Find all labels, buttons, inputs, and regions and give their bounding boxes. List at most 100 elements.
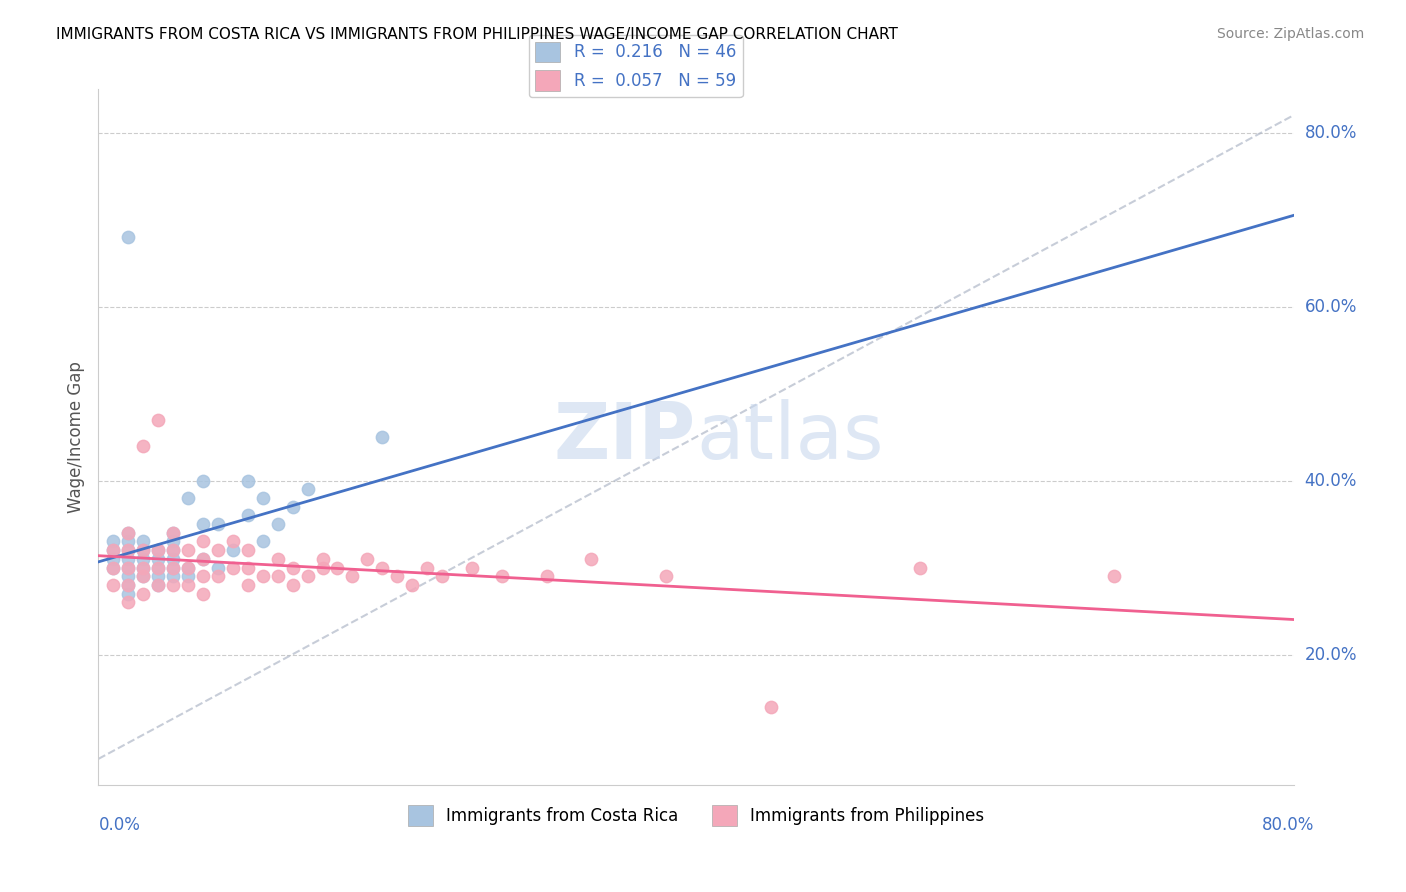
Point (236, 578, 259, 592)
Text: IMMIGRANTS FROM COSTA RICA VS IMMIGRANTS FROM PHILIPPINES WAGE/INCOME GAP CORREL: IMMIGRANTS FROM COSTA RICA VS IMMIGRANTS… (56, 27, 898, 42)
Point (103, 560, 125, 574)
Point (236, 560, 259, 574)
Text: atlas: atlas (696, 399, 883, 475)
Point (267, 569, 290, 583)
Point (177, 569, 200, 583)
Point (148, 412, 170, 426)
Point (356, 551, 378, 566)
Point (117, 534, 139, 549)
Y-axis label: Wage/Income Gap: Wage/Income Gap (66, 361, 84, 513)
Point (132, 543, 155, 558)
Point (148, 578, 170, 592)
Point (191, 551, 214, 566)
Point (162, 578, 184, 592)
Point (908, 560, 931, 574)
Point (655, 569, 678, 583)
Point (191, 569, 214, 583)
Point (311, 551, 333, 566)
Point (162, 525, 184, 540)
Point (297, 569, 319, 583)
Point (1104, 569, 1126, 583)
Point (191, 551, 214, 566)
Text: Source: ZipAtlas.com: Source: ZipAtlas.com (1216, 27, 1364, 41)
Point (117, 230, 139, 244)
Text: 0.0%: 0.0% (98, 816, 141, 834)
Point (385, 569, 409, 583)
Point (267, 551, 290, 566)
Point (267, 516, 290, 531)
Point (461, 560, 484, 574)
Point (297, 482, 319, 496)
Point (191, 534, 214, 549)
Point (536, 569, 558, 583)
Point (148, 578, 170, 592)
Point (148, 569, 170, 583)
Point (281, 500, 304, 514)
Point (132, 560, 155, 574)
Point (132, 587, 155, 601)
Point (132, 569, 155, 583)
Point (252, 491, 274, 505)
Text: 80.0%: 80.0% (1305, 124, 1357, 142)
Point (222, 543, 245, 558)
Point (132, 534, 155, 549)
Point (162, 534, 184, 549)
Point (132, 569, 155, 583)
Text: 40.0%: 40.0% (1305, 472, 1357, 490)
Point (162, 525, 184, 540)
Point (177, 491, 200, 505)
Point (117, 587, 139, 601)
Point (207, 569, 229, 583)
Point (162, 560, 184, 574)
Point (103, 543, 125, 558)
Point (252, 569, 274, 583)
Point (103, 534, 125, 549)
Point (117, 560, 139, 574)
Point (148, 543, 170, 558)
Point (581, 551, 603, 566)
Point (117, 525, 139, 540)
Text: ZIP: ZIP (554, 399, 696, 475)
Point (177, 578, 200, 592)
Point (491, 569, 513, 583)
Point (191, 474, 214, 488)
Point (430, 569, 453, 583)
Point (177, 543, 200, 558)
Point (132, 560, 155, 574)
Point (177, 560, 200, 574)
Point (401, 578, 423, 592)
Point (252, 534, 274, 549)
Point (207, 560, 229, 574)
Point (326, 560, 349, 574)
Point (117, 560, 139, 574)
Point (281, 578, 304, 592)
Text: 60.0%: 60.0% (1305, 298, 1357, 316)
Point (371, 430, 394, 444)
Point (162, 543, 184, 558)
Point (371, 560, 394, 574)
Point (132, 439, 155, 453)
Point (311, 560, 333, 574)
Point (103, 543, 125, 558)
Point (117, 569, 139, 583)
Point (236, 508, 259, 523)
Point (117, 578, 139, 592)
Point (117, 578, 139, 592)
Point (117, 543, 139, 558)
Point (759, 699, 782, 714)
Point (236, 474, 259, 488)
Point (117, 551, 139, 566)
Point (132, 543, 155, 558)
Point (148, 560, 170, 574)
Point (416, 560, 439, 574)
Point (148, 560, 170, 574)
Point (132, 551, 155, 566)
Text: 80.0%: 80.0% (1263, 816, 1315, 834)
Point (281, 560, 304, 574)
Point (191, 587, 214, 601)
Point (236, 543, 259, 558)
Text: 20.0%: 20.0% (1305, 646, 1357, 664)
Point (103, 560, 125, 574)
Point (207, 516, 229, 531)
Point (191, 516, 214, 531)
